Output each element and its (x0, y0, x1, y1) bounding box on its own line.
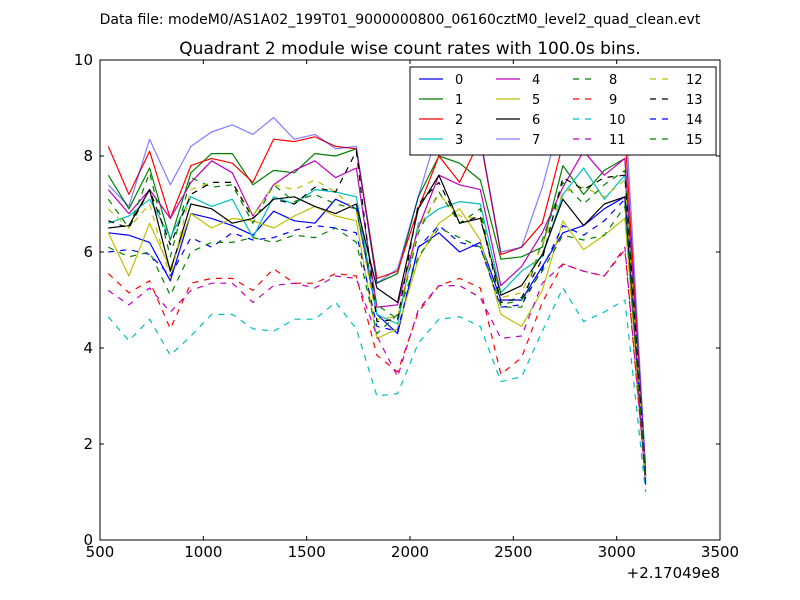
x-tick-label: 1000 (184, 543, 222, 561)
legend-box (409, 66, 717, 156)
series-line-2 (107, 131, 647, 473)
figure-suptitle: Data file: modeM0/AS1A02_199T01_90000008… (100, 12, 701, 28)
series-line-14 (108, 198, 647, 483)
legend-label: 2 (455, 113, 463, 128)
legend-label: 9 (609, 93, 617, 108)
series-line-13 (108, 150, 647, 478)
y-tick-label: 6 (83, 243, 93, 261)
legend-label: 10 (609, 113, 626, 128)
legend-label: 14 (686, 113, 703, 128)
x-tick-label: 3500 (701, 543, 739, 561)
x-tick-label: 2000 (391, 543, 429, 561)
series-line-5 (107, 205, 647, 481)
series-line-11 (107, 246, 647, 481)
x-tick-label: 2500 (494, 543, 532, 561)
legend-label: 6 (532, 113, 540, 128)
y-tick-label: 10 (74, 51, 93, 69)
legend-label: 4 (532, 73, 540, 88)
legend-label: 1 (455, 93, 463, 108)
legend-label: 12 (686, 73, 703, 88)
y-tick-label: 0 (83, 531, 93, 549)
chart-title: Quadrant 2 module wise count rates with … (179, 39, 640, 59)
x-axis-offset-label: +2.17049e8 (627, 564, 720, 582)
x-tick-label: 3000 (598, 543, 636, 561)
legend-label: 11 (609, 133, 626, 148)
legend-label: 7 (532, 133, 540, 148)
y-tick-label: 8 (83, 147, 93, 165)
y-tick-label: 4 (83, 339, 93, 357)
series-line-4 (107, 150, 647, 471)
x-tick-label: 500 (86, 543, 115, 561)
legend-label: 8 (609, 73, 617, 88)
legend-label: 15 (686, 133, 703, 148)
legend-label: 13 (686, 93, 703, 108)
legend-label: 5 (532, 93, 540, 108)
series-line-9 (107, 249, 647, 483)
series-line-6 (108, 174, 647, 478)
series-line-15 (108, 205, 647, 481)
legend-label: 0 (455, 73, 463, 88)
x-tick-label: 1500 (288, 543, 326, 561)
y-tick-label: 2 (83, 435, 93, 453)
series-line-3 (108, 167, 647, 478)
legend-label: 3 (455, 133, 463, 148)
